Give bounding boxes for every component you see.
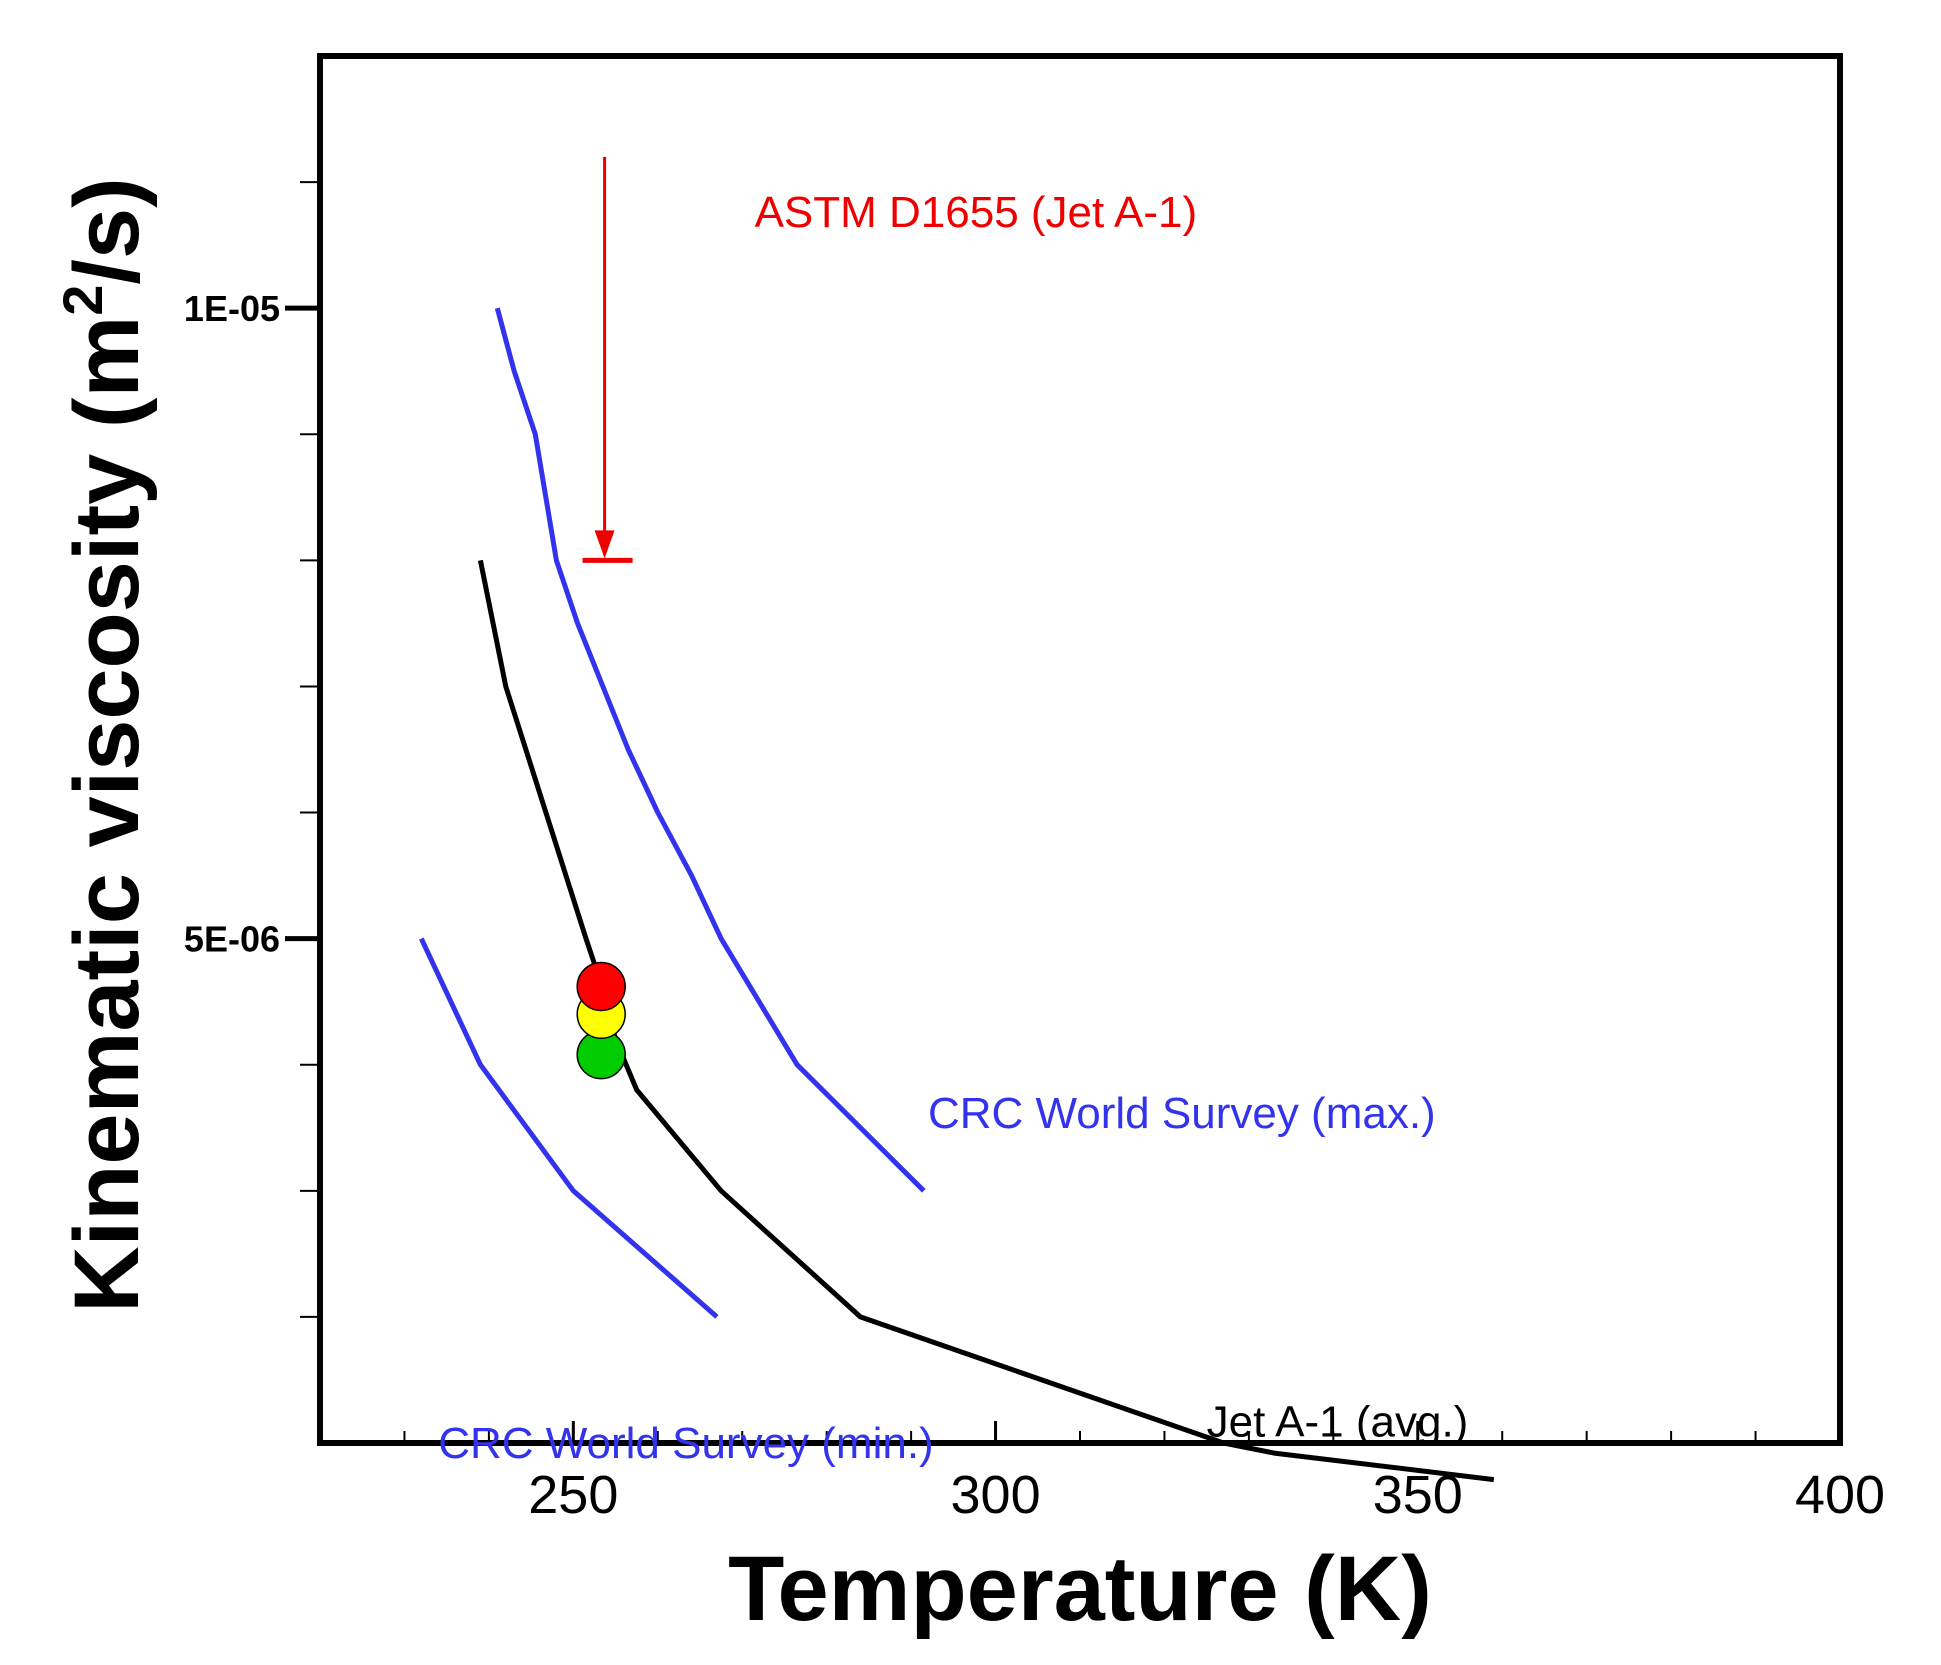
annotations: ASTM D1655 (Jet A-1) CRC World Survey (ma… bbox=[438, 188, 1468, 1468]
axis-ticks bbox=[285, 181, 1842, 1443]
y-axis-title: Kinematic viscosity (m2/s) bbox=[51, 177, 158, 1313]
marker-red bbox=[576, 961, 626, 1012]
x-tick-label: 400 bbox=[1795, 1465, 1885, 1525]
x-tick-label: 350 bbox=[1373, 1465, 1463, 1525]
curve-label: CRC World Survey (max.) bbox=[928, 1089, 1436, 1138]
plot-frame bbox=[317, 53, 1843, 1446]
series-line-crc-world-survey-max bbox=[494, 307, 926, 1193]
y-axis-title-tail: /s) bbox=[56, 177, 158, 284]
y-axis-title-main: Kinematic viscosity (m bbox=[56, 316, 158, 1313]
curve-label: CRC World Survey (min.) bbox=[438, 1419, 933, 1468]
x-axis-title: Temperature (K) bbox=[728, 1538, 1432, 1640]
y-tick-label: 1E-05 bbox=[184, 288, 280, 329]
y-axis-title-superscript: 2 bbox=[51, 285, 114, 316]
limit-label: ASTM D1655 (Jet A-1) bbox=[755, 188, 1198, 237]
series-line-jet-a-1-avg bbox=[477, 559, 1495, 1483]
x-tick-label: 250 bbox=[528, 1465, 618, 1525]
plot-marks bbox=[419, 156, 1495, 1483]
curve-label: Jet A-1 (avg.) bbox=[1207, 1398, 1469, 1447]
tick-labels: 250 300 350 400 5E-06 1E-05 bbox=[184, 288, 1885, 1525]
series-line-crc-world-survey-min bbox=[419, 937, 719, 1319]
limit-arrow-head bbox=[594, 530, 615, 559]
x-tick-label: 300 bbox=[951, 1465, 1041, 1525]
y-tick-label: 5E-06 bbox=[184, 919, 280, 960]
